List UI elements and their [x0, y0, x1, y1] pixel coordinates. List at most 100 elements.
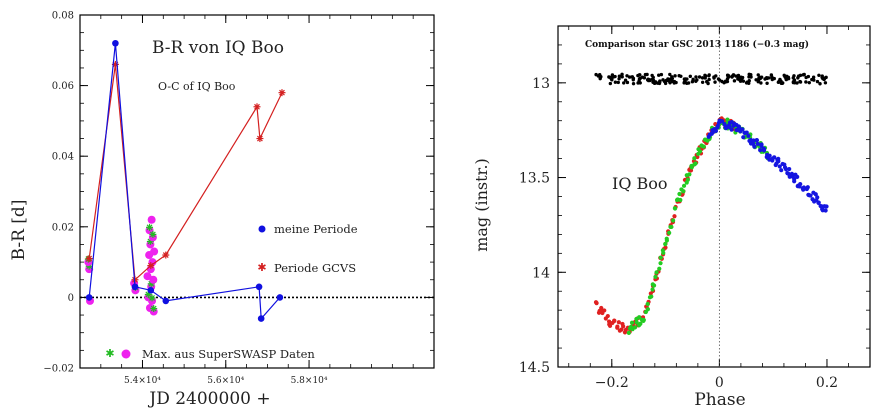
- comparison-star-point: [807, 80, 811, 85]
- comparison-star-point: [617, 74, 622, 78]
- iq-boo-point-series-1: [599, 305, 604, 311]
- iq-boo-point-series-3: [823, 208, 828, 213]
- iq-boo-point-series-2: [671, 218, 676, 223]
- comparison-star-point: [717, 78, 722, 82]
- iq-boo-point-series-2: [629, 320, 635, 325]
- comparison-star-point: [784, 77, 788, 81]
- iq-boo-point-series-3: [792, 176, 797, 182]
- left-series-group: [84, 39, 286, 322]
- iq-boo-point-series-2: [645, 307, 651, 312]
- iq-boo-point-series-2: [672, 206, 678, 211]
- right-x-tick-label: −0.2: [595, 375, 629, 391]
- left-y-axis-label: B-R [d]: [9, 200, 29, 261]
- iq-boo-point-series-2: [626, 330, 631, 335]
- comparison-star-point: [765, 76, 769, 81]
- comparison-star-point: [740, 75, 745, 80]
- iq-boo-point-series-3: [752, 144, 757, 149]
- comparison-star-point: [802, 72, 806, 77]
- iq-boo-point-series-1: [621, 324, 626, 329]
- comparison-star-point: [610, 78, 614, 82]
- iq-boo-point-series-2: [664, 238, 670, 243]
- comparison-star-point: [759, 75, 764, 79]
- comparison-star-point: [616, 80, 620, 85]
- left-y-tick-label: 0: [68, 293, 74, 304]
- comparison-star-point: [697, 75, 702, 79]
- comparison-star-point: [640, 75, 645, 79]
- comparison-star-point: [627, 75, 632, 79]
- superswasp-star-point: [147, 280, 155, 288]
- iq-boo-point-series-3: [741, 135, 746, 140]
- comparison-star-point: [645, 72, 649, 77]
- comparison-star-point: [620, 75, 624, 79]
- left-axis-ticks: −0.02 0 0.02 0.04 0.06 0.08 5.4×10⁴ 5.6×10⁴ 5.8×…: [43, 11, 434, 386]
- iq-boo-point-series-2: [638, 321, 643, 326]
- iq-boo-point-series-2: [689, 165, 694, 170]
- iq-boo-point-series-2: [701, 144, 706, 149]
- comparison-star-point: [622, 81, 626, 85]
- iq-boo-point-series-2: [650, 287, 655, 292]
- iq-boo-point-series-3: [761, 148, 767, 153]
- comparison-star-point: [810, 77, 814, 82]
- legend-marker-superswasp-star: ✱: [105, 347, 114, 360]
- meine-periode-point: [255, 283, 263, 291]
- comparison-star-point: [770, 77, 774, 82]
- comparison-star-point: [804, 80, 808, 84]
- left-y-tick-label: −0.02: [43, 364, 74, 375]
- comparison-star-point: [677, 74, 681, 78]
- iq-boo-point-series-2: [685, 177, 691, 182]
- comparison-star-point: [765, 81, 769, 85]
- comparison-star-point: [695, 78, 699, 82]
- iq-boo-point-series-2: [651, 283, 657, 288]
- superswasp-point: [149, 275, 158, 284]
- iq-boo-point-series-1: [616, 320, 621, 325]
- comparison-star-point: [741, 79, 746, 83]
- iq-boo-point-series-3: [813, 192, 818, 197]
- gcvs-point: [85, 255, 93, 263]
- comparison-star-point: [757, 76, 761, 80]
- iq-boo-point-series-1: [602, 308, 607, 313]
- comparison-star-point: [754, 78, 758, 82]
- comparison-star-point: [747, 72, 751, 77]
- iq-boo-point-series-1: [619, 327, 624, 332]
- meine-periode-point: [257, 315, 265, 322]
- comparison-star-point: [646, 78, 651, 83]
- comparison-star-point: [811, 75, 816, 79]
- iq-boo-point-series-2: [654, 270, 659, 275]
- iq-boo-point-series-3: [815, 195, 820, 200]
- legend-marker-superswasp-circle: [121, 349, 131, 359]
- comparison-star-point: [779, 79, 783, 83]
- comparison-star-point: [658, 79, 662, 83]
- comparison-star-point: [815, 79, 820, 84]
- iq-boo-point-series-1: [615, 324, 620, 329]
- left-chart: −0.02 0 0.02 0.04 0.06 0.08 5.4×10⁴ 5.6×10⁴ 5.8×…: [9, 11, 435, 409]
- superswasp-point: [143, 272, 152, 281]
- iq-boo-point-series-1: [663, 245, 668, 250]
- right-y-tick-label: 13.5: [519, 171, 550, 187]
- comparison-star-point: [823, 81, 828, 85]
- comparison-star-point: [738, 79, 743, 83]
- comparison-star-point: [818, 82, 822, 86]
- iq-boo-point-series-3: [754, 137, 759, 143]
- superswasp-point: [150, 247, 159, 256]
- comparison-star-point: [747, 75, 751, 79]
- meine-periode-point: [276, 294, 284, 301]
- iq-boo-point-series-2: [660, 248, 665, 253]
- comparison-star-point: [732, 79, 737, 83]
- comparison-star-point: [638, 81, 642, 85]
- comparison-star-point: [670, 75, 674, 79]
- comparison-star-point: [756, 73, 760, 77]
- comparison-star-point: [759, 81, 763, 85]
- iq-boo-point-series-2: [667, 230, 672, 235]
- comparison-star-point: [625, 80, 630, 85]
- left-x-tick-label: 5.6×10⁴: [207, 376, 244, 386]
- right-y-tick-label: 14: [532, 265, 550, 281]
- comparison-star-point: [798, 73, 803, 78]
- comparison-star-point: [617, 77, 621, 81]
- right-x-tick-label: 0: [715, 375, 724, 391]
- iq-boo-point-series-2: [632, 325, 638, 330]
- iq-boo-point-series-3: [715, 123, 720, 129]
- comparison-star-point: [668, 72, 672, 77]
- comparison-star-point: [736, 75, 740, 80]
- iq-boo-point-series-3: [740, 127, 745, 132]
- comparison-star-point: [661, 78, 665, 82]
